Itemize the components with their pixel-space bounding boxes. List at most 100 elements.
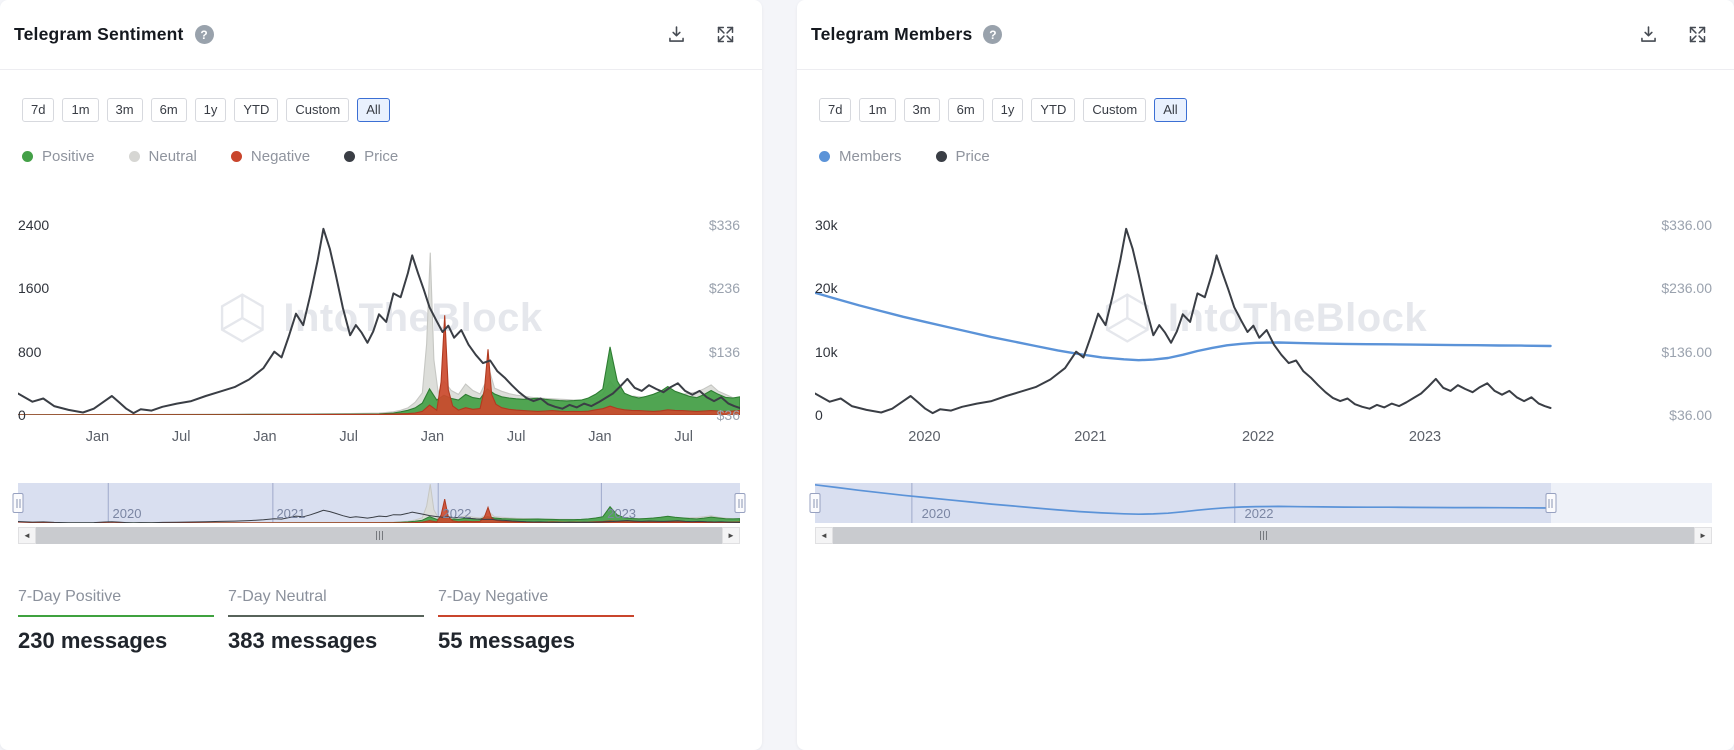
range-button-1y[interactable]: 1y [991, 98, 1024, 122]
range-button-all[interactable]: All [357, 98, 390, 122]
chart-scrollbar[interactable]: ◄ ► [18, 527, 740, 544]
y-axis-label-right: $36 [716, 407, 740, 423]
scroll-left-arrow[interactable]: ◄ [18, 527, 36, 544]
legend-label: Members [839, 148, 902, 165]
legend-item-price[interactable]: Price [935, 148, 990, 165]
y-axis-label-right: $36.00 [1669, 407, 1712, 423]
sentiment-7day-stats: 7-Day Positive 230 messages 7-Day Neutral 3… [18, 588, 740, 654]
watermark-text: IntoTheBlock [283, 295, 543, 340]
legend-label: Positive [42, 148, 95, 165]
range-button-3m[interactable]: 3m [903, 98, 940, 122]
range-button-3m[interactable]: 3m [106, 98, 143, 122]
legend-label: Negative [250, 148, 311, 165]
legend-label: Price [955, 148, 990, 165]
range-button-7d[interactable]: 7d [819, 98, 852, 122]
scroll-right-arrow[interactable]: ► [1694, 527, 1712, 544]
legend-item-positive[interactable]: Positive [22, 148, 95, 165]
range-button-ytd[interactable]: YTD [234, 98, 279, 122]
range-button-all[interactable]: All [1154, 98, 1187, 122]
help-icon[interactable]: ? [194, 25, 214, 44]
brush-handle-right[interactable] [734, 493, 746, 513]
legend-dot-neutral [128, 151, 140, 162]
minimap-year-label: 2021 [276, 506, 306, 521]
range-button-6m[interactable]: 6m [150, 98, 187, 122]
minimap-year-label: 2020 [921, 506, 951, 521]
legend-item-members[interactable]: Members [819, 148, 902, 165]
range-button-1y[interactable]: 1y [194, 98, 227, 122]
scrollbar-thumb[interactable] [36, 527, 722, 544]
x-axis-label: 2023 [1408, 429, 1442, 445]
legend-label: Neutral [148, 148, 197, 165]
scrollbar-track[interactable] [36, 527, 722, 544]
scrollbar-track[interactable] [833, 527, 1694, 544]
range-button-custom[interactable]: Custom [1083, 98, 1147, 122]
sentiment-chart: IntoTheBlock 0 800 1600 2400 $36 $136 $236 $33… [18, 205, 740, 445]
y-axis-label-left: 10k [815, 343, 838, 360]
range-button-1m[interactable]: 1m [859, 98, 896, 122]
y-axis-label-left: 0 [815, 407, 823, 423]
intotheblock-logo-icon [1105, 293, 1149, 343]
minimap-year-label: 2022 [1244, 506, 1274, 521]
x-axis-label: Jul [171, 429, 191, 445]
legend-dot-positive [22, 151, 33, 162]
panel-title: Telegram Sentiment [14, 24, 184, 44]
brush-handle-right[interactable] [1545, 493, 1557, 513]
brush-handle-left[interactable] [809, 493, 821, 513]
plot-area[interactable] [18, 225, 740, 415]
minimap-year-label: 2022 [442, 506, 472, 521]
stat-value: 55 messages [438, 628, 575, 653]
help-icon[interactable]: ? [983, 25, 1003, 44]
minimap-brush[interactable]: 2020 2021 2022 2023 [12, 483, 746, 523]
intotheblock-watermark: IntoTheBlock [215, 291, 542, 345]
legend-dot-price [344, 151, 356, 162]
y-axis-label-right: $136.00 [1661, 343, 1712, 360]
legend-item-neutral[interactable]: Neutral [128, 148, 197, 165]
download-icon[interactable] [1638, 24, 1659, 45]
x-axis-label: 2021 [1074, 429, 1107, 445]
download-icon[interactable] [666, 24, 687, 45]
y-axis-label-left: 1600 [18, 280, 50, 297]
stat-label: 7-Day Neutral [228, 588, 424, 617]
scroll-right-arrow[interactable]: ► [722, 527, 740, 544]
y-axis-label-left: 2400 [18, 217, 50, 233]
range-button-custom[interactable]: Custom [286, 98, 350, 122]
chart-scrollbar[interactable]: ◄ ► [815, 527, 1712, 544]
scroll-left-arrow[interactable]: ◄ [815, 527, 833, 544]
stat-7-day-negative: 7-Day Negative 55 messages [438, 588, 634, 654]
time-range-buttons: 7d 1m 3m 6m 1y YTD Custom All [819, 98, 1712, 122]
expand-icon[interactable] [1687, 24, 1708, 45]
x-axis-label: Jul [339, 429, 358, 445]
x-axis-label: Jan [85, 429, 110, 445]
x-axis-label: Jan [588, 429, 612, 445]
y-axis-label-left: 0 [18, 407, 26, 423]
y-axis-label-right: $336.00 [1661, 217, 1712, 233]
expand-icon[interactable] [715, 24, 736, 45]
panel-telegram-members: Telegram Members ? 7d 1m 3m 6m 1y YTD Custom Al… [797, 0, 1734, 750]
minimap-year-label: 2023 [607, 506, 637, 521]
minimap-year-label: 2020 [112, 506, 142, 521]
x-axis-label: Jul [674, 429, 693, 445]
range-button-1m[interactable]: 1m [62, 98, 99, 122]
range-button-ytd[interactable]: YTD [1031, 98, 1076, 122]
panel-title: Telegram Members [811, 24, 973, 44]
plot-area[interactable] [815, 225, 1712, 415]
y-axis-label-left: 30k [815, 217, 838, 233]
range-button-7d[interactable]: 7d [22, 98, 55, 122]
intotheblock-watermark: IntoTheBlock [1100, 291, 1427, 345]
x-axis-label: Jan [253, 429, 277, 445]
legend: Members Price [819, 148, 1712, 165]
y-axis-label-right: $136 [708, 343, 740, 360]
legend-dot-negative [230, 151, 242, 162]
range-button-6m[interactable]: 6m [947, 98, 984, 122]
y-axis-label-right: $236 [708, 280, 740, 297]
scrollbar-thumb[interactable] [833, 527, 1694, 544]
brush-handle-left[interactable] [12, 493, 24, 513]
legend-item-price[interactable]: Price [344, 148, 398, 165]
minimap-brush[interactable]: 2020 2022 [809, 483, 1712, 523]
panel-telegram-sentiment: Telegram Sentiment ? 7d 1m 3m 6m 1y YTD Custom… [0, 0, 762, 750]
legend-dot-members [819, 151, 830, 162]
stat-value: 383 messages [228, 628, 378, 653]
stat-7-day-neutral: 7-Day Neutral 383 messages [228, 588, 424, 654]
legend-item-negative[interactable]: Negative [230, 148, 311, 165]
